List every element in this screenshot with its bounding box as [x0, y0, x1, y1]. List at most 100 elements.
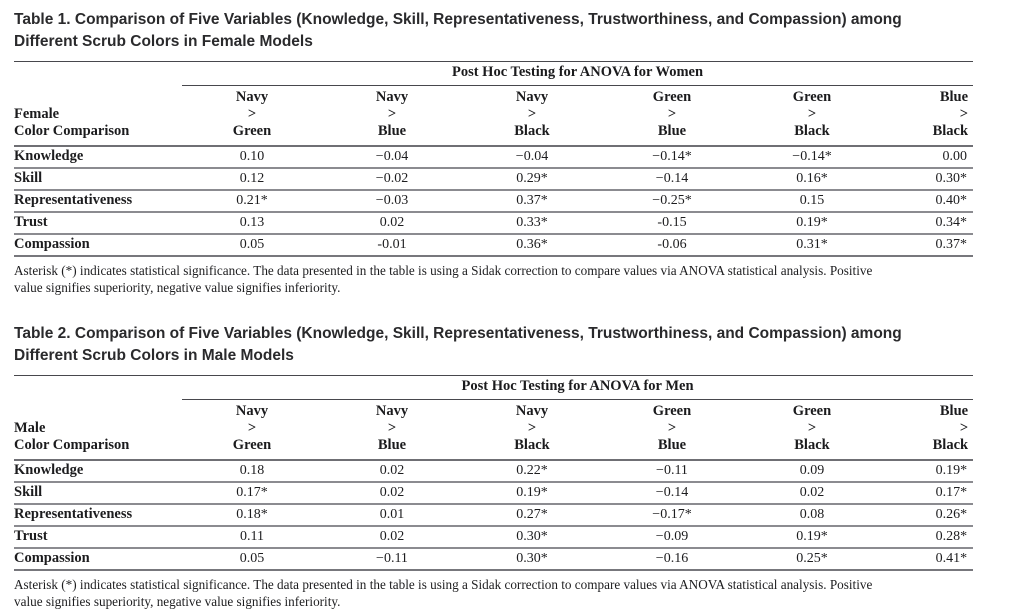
column-header: Blue > Black	[882, 399, 974, 461]
column-header: Green > Black	[742, 85, 882, 147]
table1-spanner-stub-gap	[14, 62, 182, 86]
value-cell: -0.06	[602, 234, 742, 257]
column-header-line: >	[387, 420, 397, 436]
value-cell: -0.01	[322, 234, 462, 257]
value-cell: −0.09	[602, 526, 742, 549]
table1-spanner: Post Hoc Testing for ANOVA for Women	[182, 61, 974, 86]
value-cell: 0.41*	[882, 548, 974, 571]
column-header-line: >	[387, 106, 397, 122]
value-cell: 0.25*	[742, 548, 882, 571]
stub-header-line: Color Comparison	[14, 437, 130, 453]
table2-stub-header: Male Color Comparison	[14, 399, 182, 461]
table1-column-header-row: Female Color Comparison Navy > Green Nav…	[14, 85, 974, 147]
column-header-line: Blue	[657, 123, 687, 139]
table-row: Skill 0.17* 0.02 0.19* −0.14 0.02 0.17*	[14, 482, 974, 505]
column-header-line: Blue	[939, 403, 969, 419]
value-cell: 0.17*	[882, 482, 974, 505]
value-cell: 0.02	[322, 460, 462, 483]
table2-section: Table 2. Comparison of Five Variables (K…	[14, 323, 1023, 610]
value-cell: 0.19*	[882, 460, 974, 483]
column-header: Green > Blue	[602, 85, 742, 147]
value-cell: 0.27*	[462, 504, 602, 527]
value-cell: 0.02	[322, 526, 462, 549]
value-cell: 0.37*	[882, 234, 974, 257]
table2-title-line1: Table 2. Comparison of Five Variables (K…	[14, 325, 902, 342]
column-header-line: Navy	[515, 403, 549, 419]
value-cell: 0.16*	[742, 168, 882, 191]
column-header-line: Black	[794, 123, 830, 139]
value-cell: −0.14*	[742, 146, 882, 169]
column-header: Navy > Blue	[322, 85, 462, 147]
column-header: Blue > Black	[882, 85, 974, 147]
value-cell: 0.19*	[462, 482, 602, 505]
value-cell: −0.14	[602, 168, 742, 191]
value-cell: −0.02	[322, 168, 462, 191]
value-cell: 0.08	[742, 504, 882, 527]
row-label: Representativeness	[14, 504, 182, 527]
table-row: Knowledge 0.18 0.02 0.22* −0.11 0.09 0.1…	[14, 460, 974, 483]
column-header-line: >	[807, 106, 817, 122]
value-cell: 0.02	[322, 212, 462, 235]
footnote-line: value signifies superiority, negative va…	[14, 280, 341, 295]
value-cell: 0.11	[182, 526, 322, 549]
value-cell: 0.19*	[742, 212, 882, 235]
table1-footnote: Asterisk (*) indicates statistical signi…	[14, 262, 1023, 296]
column-header-line: Green	[652, 403, 692, 419]
column-header-line: >	[527, 420, 537, 436]
row-label: Skill	[14, 168, 182, 191]
footnote-line: Asterisk (*) indicates statistical signi…	[14, 263, 873, 278]
column-header-line: Navy	[515, 89, 549, 105]
table1: Post Hoc Testing for ANOVA for Women Fem…	[14, 61, 974, 257]
value-cell: 0.18	[182, 460, 322, 483]
value-cell: 0.26*	[882, 504, 974, 527]
value-cell: 0.00	[882, 146, 974, 169]
value-cell: −0.17*	[602, 504, 742, 527]
column-header: Navy > Black	[462, 85, 602, 147]
value-cell: 0.17*	[182, 482, 322, 505]
value-cell: 0.02	[322, 482, 462, 505]
value-cell: −0.11	[602, 460, 742, 483]
row-label: Representativeness	[14, 190, 182, 213]
column-header-line: Black	[794, 437, 830, 453]
table-row: Skill 0.12 −0.02 0.29* −0.14 0.16* 0.30*	[14, 168, 974, 191]
column-header-line: Black	[932, 437, 969, 453]
column-header-line: Navy	[375, 89, 409, 105]
value-cell: 0.13	[182, 212, 322, 235]
table-row: Compassion 0.05 -0.01 0.36* -0.06 0.31* …	[14, 234, 974, 257]
column-header: Green > Blue	[602, 399, 742, 461]
column-header-line: Navy	[375, 403, 409, 419]
value-cell: 0.34*	[882, 212, 974, 235]
value-cell: 0.19*	[742, 526, 882, 549]
stub-header-line: Color Comparison	[14, 123, 130, 139]
value-cell: −0.14*	[602, 146, 742, 169]
table1-spanner-row: Post Hoc Testing for ANOVA for Women	[14, 61, 974, 86]
column-header-line: Black	[514, 123, 550, 139]
column-header-line: >	[247, 106, 257, 122]
stub-header-line: Female	[14, 106, 60, 122]
table1-stub-header: Female Color Comparison	[14, 85, 182, 147]
value-cell: 0.40*	[882, 190, 974, 213]
column-header-line: Green	[652, 89, 692, 105]
table2: Post Hoc Testing for ANOVA for Men Male …	[14, 375, 974, 571]
column-header-line: >	[667, 106, 677, 122]
column-header-line: Green	[232, 123, 272, 139]
column-header-line: >	[959, 420, 969, 436]
row-label: Knowledge	[14, 460, 182, 483]
column-header-line: Blue	[377, 123, 407, 139]
column-header-line: Black	[932, 123, 969, 139]
footnote-line: value signifies superiority, negative va…	[14, 594, 341, 609]
column-header-line: Green	[792, 89, 832, 105]
column-header-line: Black	[514, 437, 550, 453]
table1-title-line2: Different Scrub Colors in Female Models	[14, 32, 313, 50]
column-header-line: >	[959, 106, 969, 122]
column-header-line: Green	[232, 437, 272, 453]
row-label: Skill	[14, 482, 182, 505]
row-label: Compassion	[14, 548, 182, 571]
table-row: Representativeness 0.18* 0.01 0.27* −0.1…	[14, 504, 974, 527]
column-header-line: >	[667, 420, 677, 436]
table2-spanner-row: Post Hoc Testing for ANOVA for Men	[14, 375, 974, 400]
stub-header-line: Male	[14, 420, 46, 436]
column-header-line: Blue	[657, 437, 687, 453]
column-header-line: Blue	[939, 89, 969, 105]
